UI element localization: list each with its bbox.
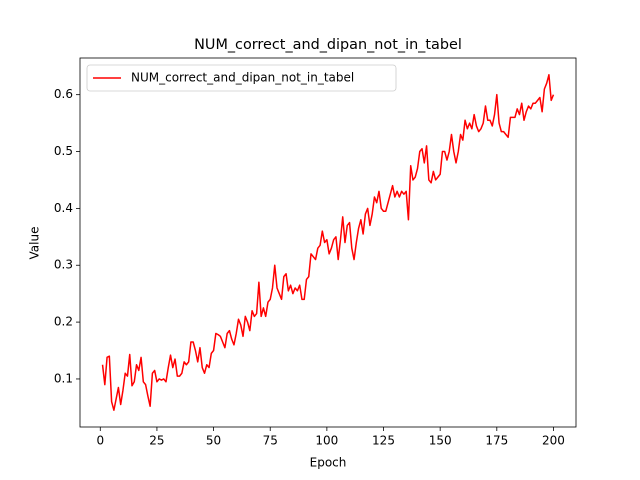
y-tick-label: 0.4 [54,201,73,215]
x-tick-label: 75 [263,434,278,448]
y-axis-label: Value [28,227,42,260]
x-tick-label: 50 [206,434,221,448]
y-tick-label: 0.2 [54,315,73,329]
legend-box [86,64,397,92]
x-axis-label: Epoch [310,456,347,470]
x-tick-label: 25 [149,434,164,448]
legend-label: NUM_correct_and_dipan_not_in_tabel [131,71,354,85]
x-tick-label: 100 [315,434,338,448]
data-line [101,74,555,411]
y-tick-label: 0.3 [54,258,73,272]
chart-title: NUM_correct_and_dipan_not_in_tabel [194,37,462,53]
y-tick-label: 0.1 [54,371,73,385]
x-tick-label: 125 [372,434,395,448]
y-tick-label: 0.5 [54,144,73,158]
y-tick-label: 0.6 [54,87,73,101]
x-tick-label: 175 [485,434,508,448]
x-tick-label: 150 [429,434,452,448]
x-tick-label: 200 [542,434,565,448]
x-tick-label: 0 [96,434,104,448]
plot-frame [79,57,577,428]
